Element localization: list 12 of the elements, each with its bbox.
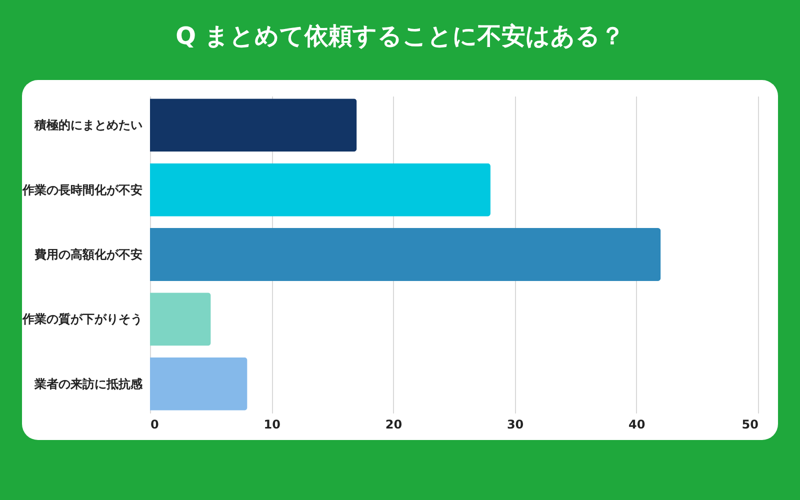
x-tick-label: 30: [506, 418, 524, 432]
x-tick-label: 10: [264, 418, 280, 432]
chart-title: Q まとめて依頼することに不安はある？: [174, 21, 626, 52]
x-tick-label: 50: [742, 418, 758, 432]
x-tick-label: 40: [628, 418, 646, 432]
x-tick-label: 0: [150, 418, 159, 432]
x-tick-label: 20: [385, 418, 402, 432]
y-tick-label: 費用の高額化が不安: [34, 248, 142, 262]
y-tick-label: 作業の質が下がりそう: [22, 312, 142, 326]
y-tick-label: 作業の長時間化が不安: [22, 182, 142, 197]
y-tick-label: 業者の来訪に抵抗感: [34, 376, 144, 391]
y-tick-label: 積極的にまとめたい: [34, 118, 142, 132]
